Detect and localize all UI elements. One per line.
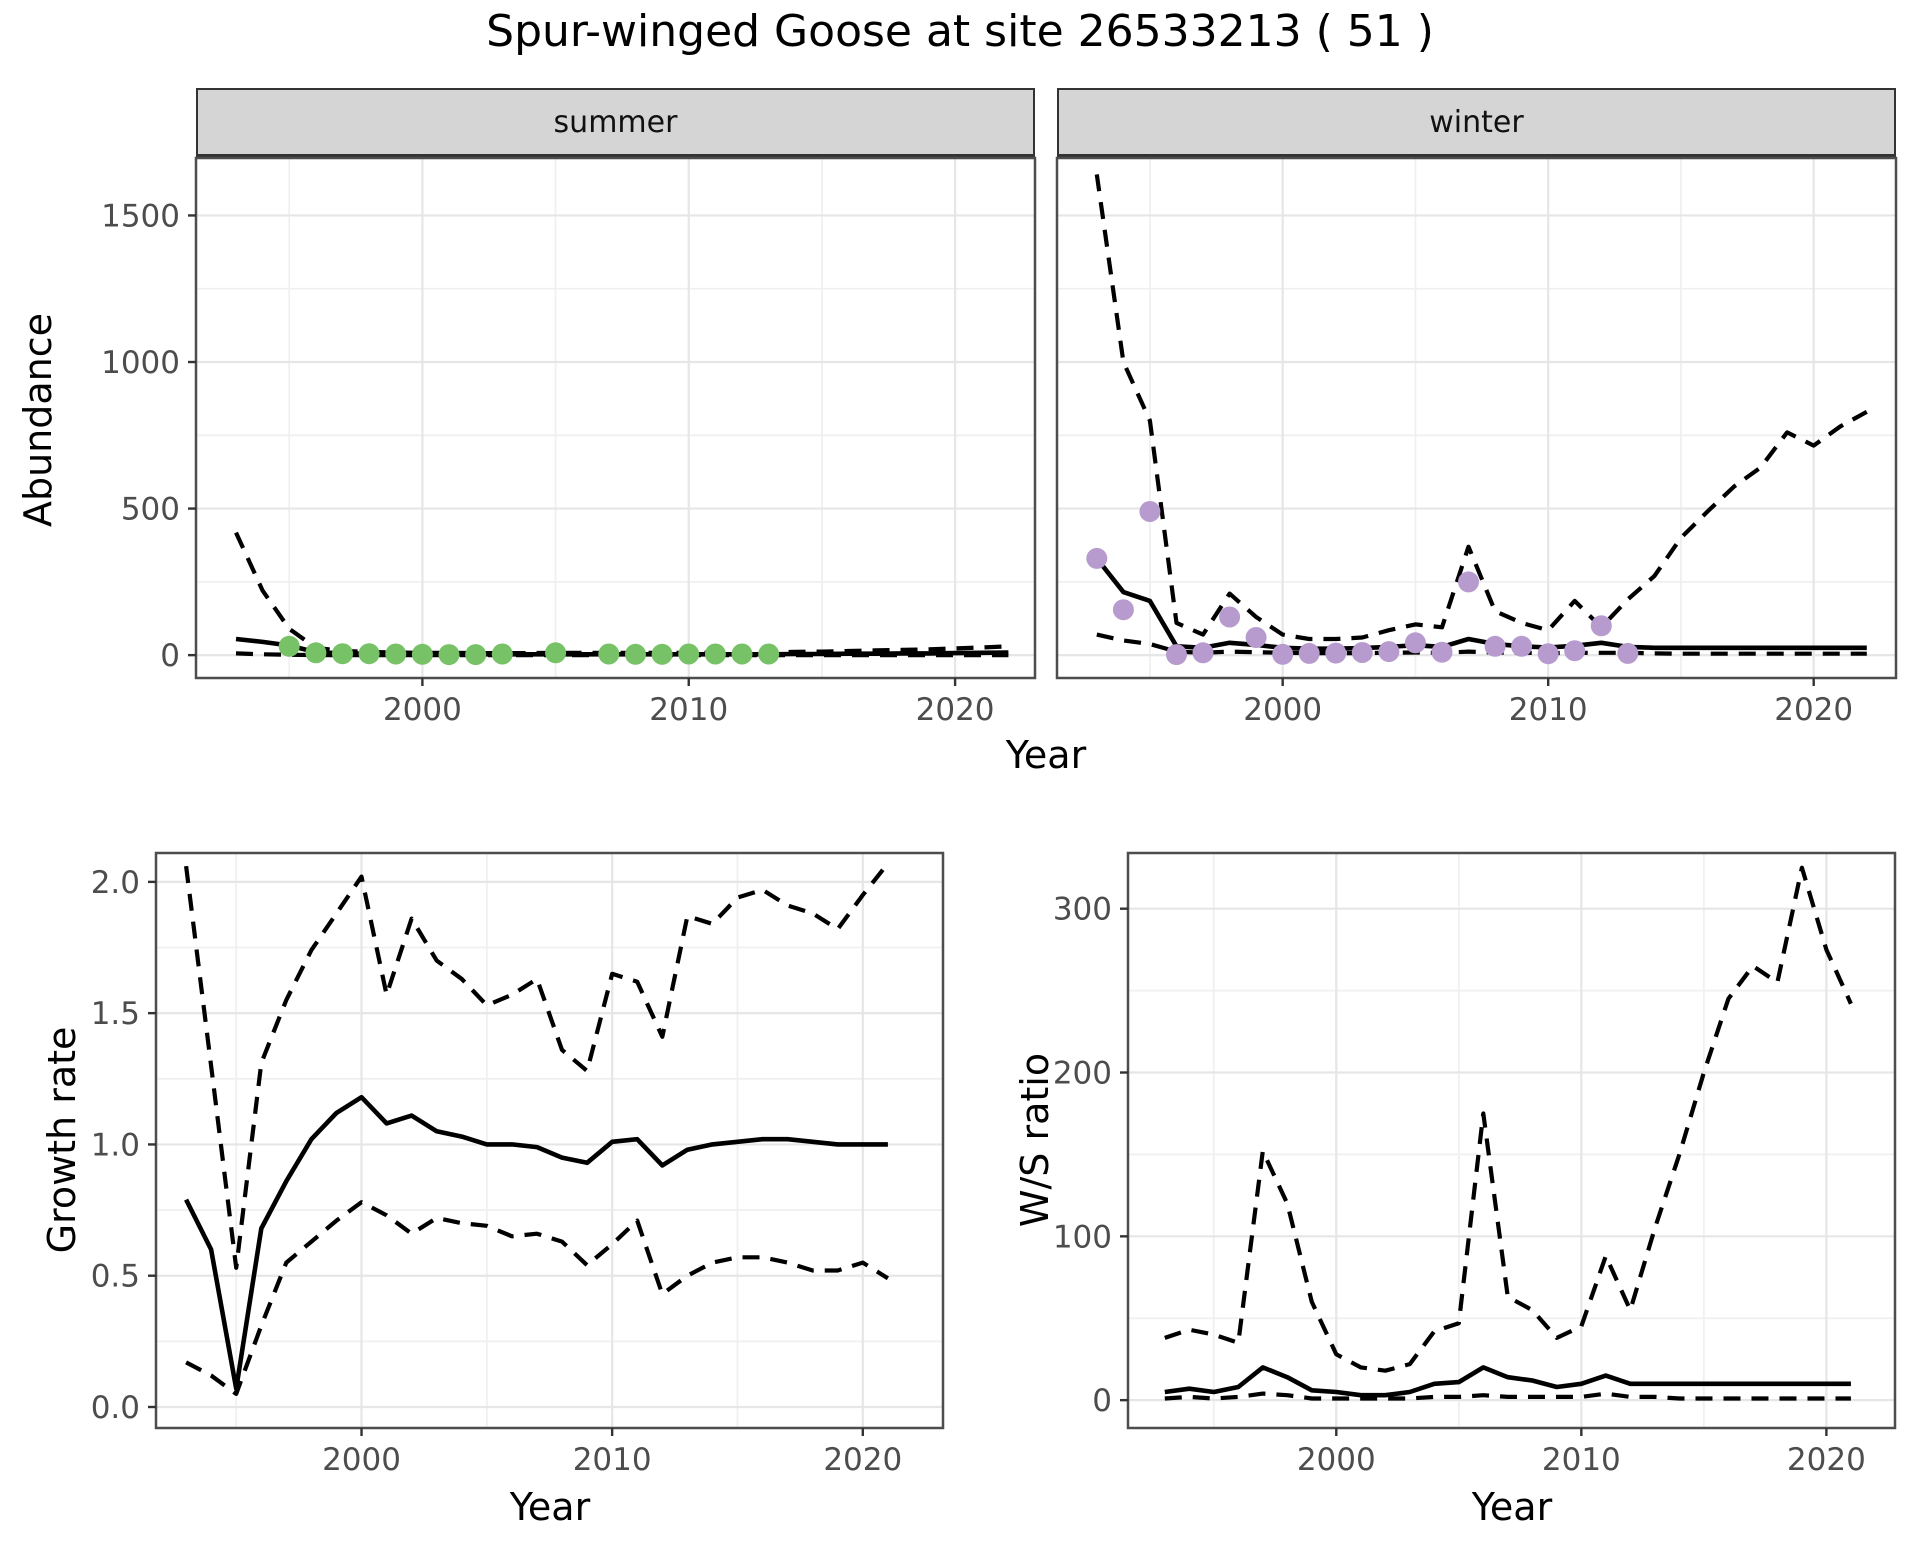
observed-count-marker xyxy=(1564,640,1586,662)
observed-count-marker xyxy=(1351,642,1373,663)
observed-count-marker xyxy=(651,643,673,665)
series-lower-ci xyxy=(1164,1391,1851,1401)
series-upper-ci xyxy=(1094,174,1868,642)
y-axis-title-growth-rate: Growth rate xyxy=(40,1026,84,1254)
facet-strip-summer-label: summer xyxy=(553,104,678,140)
observed-count-marker xyxy=(1325,642,1347,664)
y-tick-label: 500 xyxy=(121,492,180,528)
series-fitted xyxy=(1164,1365,1851,1398)
x-tick-label: 2000 xyxy=(1297,1442,1376,1478)
x-tick-label: 2010 xyxy=(1509,692,1588,728)
observed-count-marker xyxy=(1298,642,1320,664)
ws-ratio-plot: 2000 2010 2020 0 100 200 300 xyxy=(1053,851,1897,1478)
abundance-summer-content: 2000 2010 2020 0 500 1000 1500 xyxy=(101,156,1037,728)
observed-count-marker xyxy=(678,643,700,665)
facet-strip-summer: summer xyxy=(196,88,1035,158)
x-tick-label: 2010 xyxy=(1542,1442,1621,1478)
observed-count-marker xyxy=(1112,599,1134,621)
x-tick-label: 2020 xyxy=(1787,1442,1866,1478)
x-tick-label: 2000 xyxy=(1243,692,1322,728)
x-tick-label: 2010 xyxy=(649,692,728,728)
observed-count-marker xyxy=(704,643,726,665)
observed-count-marker xyxy=(1511,635,1533,657)
observed-count-marker xyxy=(465,644,487,666)
series-upper-ci xyxy=(234,531,1009,656)
y-tick-label: 1.5 xyxy=(91,996,140,1032)
observed-count-marker xyxy=(598,643,620,665)
y-tick-label: 0.5 xyxy=(91,1259,140,1295)
observed-count-marker xyxy=(1537,643,1559,665)
ws-ratio-content: 2000 2010 2020 0 100 200 300 xyxy=(1053,851,1897,1478)
y-axis-title-abundance: Abundance xyxy=(16,312,60,528)
x-tick-label: 2000 xyxy=(383,692,462,728)
observed-count-marker xyxy=(411,643,433,665)
observed-count-marker xyxy=(1378,641,1400,663)
growth-rate-content: 2000 2010 2020 0.0 0.5 1.0 1.5 2.0 xyxy=(91,851,945,1478)
observed-count-marker xyxy=(1219,606,1241,628)
panel-border xyxy=(1126,851,1897,1430)
x-axis-title-bottom-left: Year xyxy=(509,1485,591,1529)
x-tick-label: 2020 xyxy=(823,1442,902,1478)
y-tick-label: 0 xyxy=(1092,1383,1112,1419)
observed-count-marker xyxy=(332,643,353,665)
observed-count-marker xyxy=(278,635,300,657)
series-lower-ci xyxy=(185,1200,890,1397)
observed-count-marker xyxy=(545,642,567,664)
y-tick-label: 1500 xyxy=(101,198,180,234)
y-axis-title-ws-ratio: W/S ratio xyxy=(1013,1052,1057,1228)
x-axis-title-top: Year xyxy=(1005,733,1087,777)
observed-count-marker xyxy=(1245,627,1267,648)
x-tick-label: 2020 xyxy=(1774,692,1853,728)
observed-count-marker xyxy=(1166,644,1187,666)
y-tick-label: 0.0 xyxy=(91,1390,140,1426)
facet-strip-winter: winter xyxy=(1057,88,1896,158)
x-tick-label: 2010 xyxy=(573,1442,652,1478)
observed-count-marker xyxy=(731,643,753,665)
y-tick-label: 200 xyxy=(1053,1056,1112,1092)
x-tick-label: 2000 xyxy=(322,1442,401,1478)
facet-strip-winter-label: winter xyxy=(1429,104,1524,140)
x-tick-label: 2020 xyxy=(916,692,995,728)
growth-rate-plot: 2000 2010 2020 0.0 0.5 1.0 1.5 2.0 xyxy=(91,851,945,1478)
y-tick-label: 2.0 xyxy=(91,865,140,901)
observed-count-marker xyxy=(1272,643,1294,665)
y-tick-label: 0 xyxy=(160,638,180,674)
abundance-winter-plot: 2000 2010 2020 xyxy=(1055,156,1898,728)
series-upper-ci xyxy=(1164,865,1853,1373)
observed-count-marker xyxy=(1404,632,1426,654)
x-axis-title-bottom-right: Year xyxy=(1471,1485,1553,1529)
observed-count-marker xyxy=(1431,641,1453,663)
observed-count-marker xyxy=(1617,642,1639,664)
series-fitted xyxy=(184,1094,888,1391)
y-tick-label: 100 xyxy=(1053,1219,1112,1255)
observed-count-marker xyxy=(1590,615,1612,637)
observed-count-marker xyxy=(1192,642,1214,664)
y-tick-label: 1.0 xyxy=(91,1127,140,1163)
observed-count-marker xyxy=(1484,635,1506,657)
observed-count-marker xyxy=(625,643,646,665)
panel-border xyxy=(154,851,945,1430)
observed-count-marker xyxy=(305,642,327,664)
abundance-winter-content: 2000 2010 2020 xyxy=(1055,156,1898,728)
observed-count-marker xyxy=(1458,571,1479,593)
observed-count-marker xyxy=(491,643,513,665)
panel-border xyxy=(194,156,1037,680)
y-tick-label: 300 xyxy=(1053,892,1112,928)
plot-title: Spur-winged Goose at site 26533213 ( 51 … xyxy=(486,6,1434,57)
observed-count-marker xyxy=(1086,547,1108,569)
observed-count-marker xyxy=(758,643,780,665)
observed-count-marker xyxy=(358,643,380,665)
abundance-summer-plot: 2000 2010 2020 0 500 1000 1500 xyxy=(101,156,1037,728)
panel-border xyxy=(1055,156,1898,680)
y-tick-label: 1000 xyxy=(101,345,180,381)
series-upper-ci xyxy=(184,862,890,1270)
observed-count-marker xyxy=(385,643,407,665)
observed-count-marker xyxy=(438,644,460,666)
observed-count-marker xyxy=(1139,501,1161,522)
series-fitted xyxy=(1094,556,1867,652)
